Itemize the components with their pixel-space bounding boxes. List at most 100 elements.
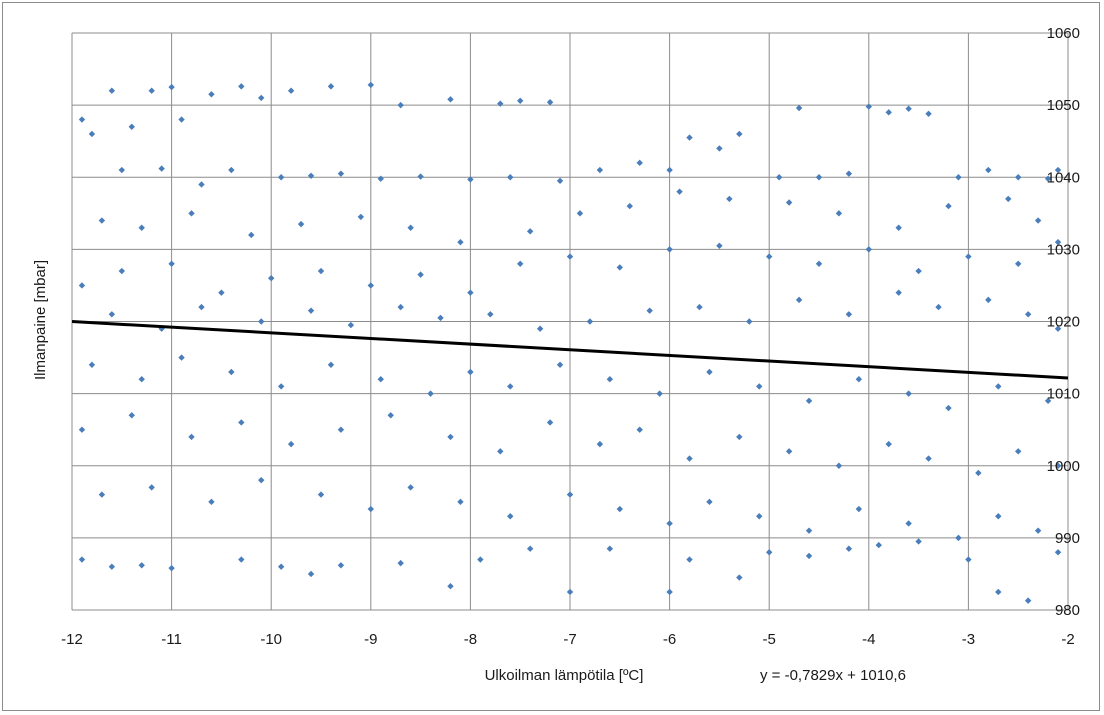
data-point — [1015, 448, 1022, 455]
x-tick-label: -3 — [962, 631, 975, 648]
gridlines — [71, 32, 1069, 611]
data-point — [945, 202, 952, 210]
data-point — [1054, 238, 1062, 246]
data-point — [815, 260, 823, 267]
data-point — [397, 101, 404, 109]
data-point — [367, 505, 374, 513]
data-point — [457, 498, 464, 506]
data-point — [945, 404, 952, 412]
y-tick-label: 1040 — [1047, 169, 1080, 186]
y-axis-title: Ilmanpaine [mbar] — [32, 260, 49, 380]
data-point — [118, 166, 125, 174]
data-point — [467, 289, 474, 296]
y-tick-label: 1060 — [1047, 25, 1080, 42]
data-point — [407, 484, 414, 491]
x-axis-title: Ulkoilman lämpötila [ºC] — [485, 667, 644, 684]
data-point — [78, 556, 86, 563]
data-point — [387, 412, 394, 419]
data-point — [327, 361, 335, 368]
data-point — [377, 175, 384, 182]
data-point — [88, 130, 96, 138]
data-point — [208, 91, 215, 98]
data-point — [666, 588, 673, 596]
data-point — [855, 376, 863, 383]
data-point — [596, 440, 604, 448]
data-point — [1005, 195, 1012, 203]
data-point — [526, 545, 534, 552]
data-point — [696, 303, 703, 311]
x-tick-label: -5 — [763, 631, 776, 648]
x-tick-label: -8 — [464, 631, 477, 648]
data-point — [337, 562, 345, 569]
x-tick-label: -9 — [364, 631, 377, 648]
data-point — [447, 433, 454, 441]
data-point — [805, 527, 813, 534]
x-tick-label: -12 — [61, 631, 83, 648]
data-point — [367, 81, 374, 89]
data-point — [1015, 174, 1022, 181]
data-point — [277, 174, 285, 181]
data-point — [337, 426, 345, 433]
data-point — [805, 552, 813, 560]
y-tick-label: 990 — [1055, 530, 1080, 547]
data-point — [467, 176, 474, 183]
data-point — [925, 110, 932, 117]
data-point — [606, 376, 614, 383]
data-point — [307, 570, 315, 578]
data-point — [188, 210, 195, 217]
trendline — [71, 320, 1069, 380]
data-point — [258, 318, 265, 325]
data-point — [417, 173, 424, 180]
data-point — [895, 224, 902, 231]
y-tick-label: 980 — [1055, 602, 1080, 619]
data-point — [307, 307, 315, 314]
data-point — [985, 296, 992, 304]
data-point — [975, 469, 982, 477]
data-point — [248, 231, 255, 239]
data-point — [317, 267, 325, 275]
data-point — [636, 159, 643, 167]
data-point — [148, 87, 155, 94]
data-point — [795, 296, 803, 304]
data-point — [965, 253, 972, 260]
x-tick-label: -4 — [862, 631, 875, 648]
data-point — [885, 109, 892, 116]
data-point — [98, 217, 106, 224]
x-tick-label: -7 — [563, 631, 576, 648]
data-point — [228, 368, 235, 376]
data-point — [148, 484, 155, 491]
data-point — [646, 307, 653, 314]
data-point — [536, 325, 544, 332]
data-point — [1034, 217, 1042, 224]
data-point — [845, 545, 853, 552]
data-point — [1054, 549, 1062, 556]
data-point — [258, 476, 265, 484]
data-point — [128, 123, 135, 130]
data-point — [487, 311, 494, 318]
data-point — [576, 210, 584, 217]
data-point — [566, 491, 574, 498]
data-point — [1024, 311, 1032, 318]
data-point — [965, 556, 972, 563]
data-point — [736, 433, 743, 441]
data-point — [507, 513, 514, 520]
x-tick-label: -11 — [161, 631, 182, 648]
data-point — [835, 210, 843, 217]
data-point — [706, 498, 713, 506]
y-axis-tick-labels: 980 990 1000 1010 1020 1030 1040 1050 1060 — [1047, 25, 1080, 619]
data-point — [656, 390, 663, 397]
data-point — [158, 165, 165, 172]
data-point — [616, 505, 623, 513]
data-point — [566, 588, 574, 596]
data-point — [517, 97, 524, 104]
data-point — [955, 534, 962, 542]
data-point — [98, 491, 106, 498]
data-point — [955, 174, 962, 181]
data-point — [875, 541, 882, 549]
data-point — [606, 545, 614, 552]
data-point — [317, 491, 325, 498]
data-point — [427, 390, 434, 397]
data-point — [756, 383, 763, 390]
data-point — [925, 455, 932, 462]
